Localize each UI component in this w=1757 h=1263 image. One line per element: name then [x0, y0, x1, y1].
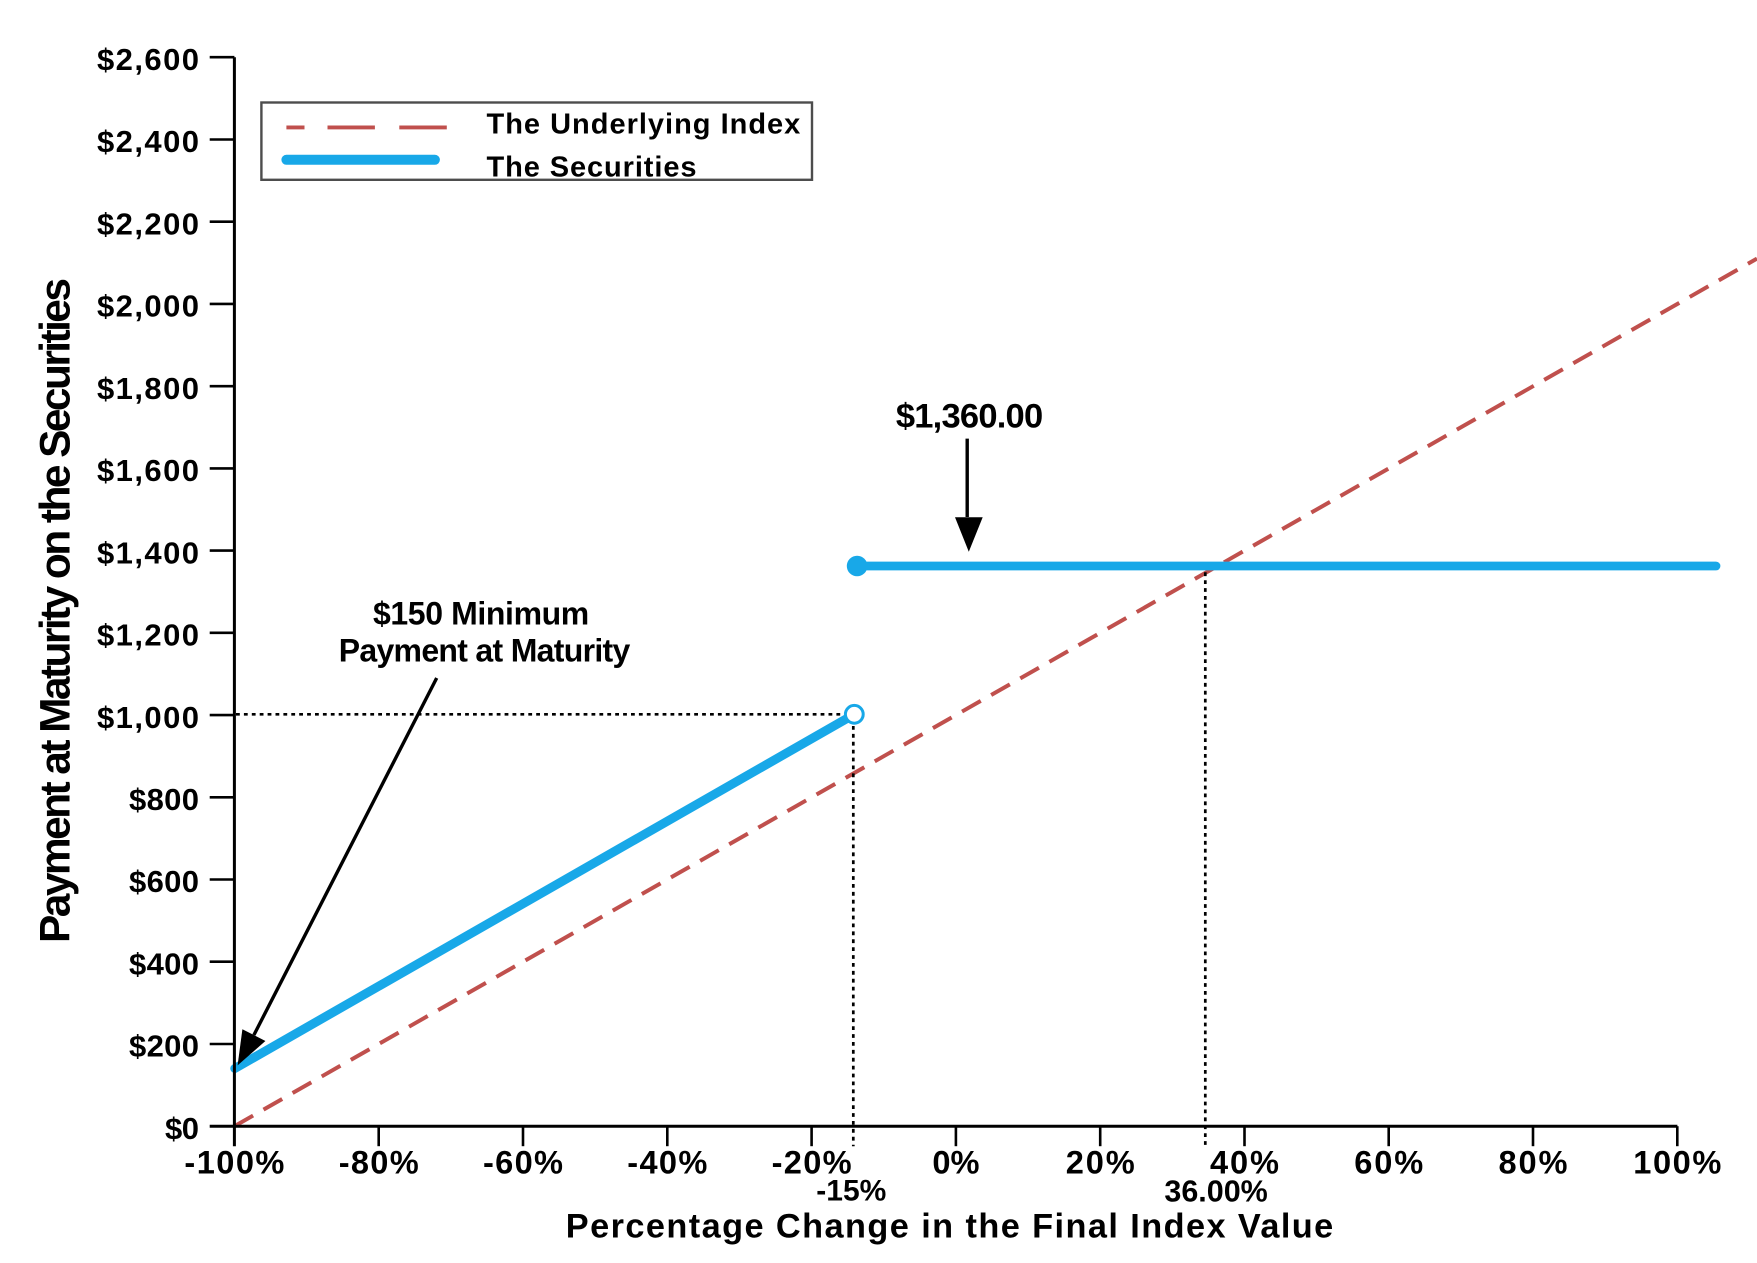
svg-text:Payment at Maturity on the Sec: Payment at Maturity on the Securities — [33, 278, 80, 943]
svg-text:The Securities: The Securities — [487, 151, 697, 183]
svg-text:$150 Minimum: $150 Minimum — [373, 596, 589, 632]
svg-text:$1,800: $1,800 — [97, 371, 199, 406]
svg-text:$1,360.00: $1,360.00 — [896, 398, 1043, 436]
svg-text:$200: $200 — [129, 1029, 199, 1064]
svg-text:80%: 80% — [1499, 1144, 1568, 1181]
svg-text:$0: $0 — [165, 1111, 199, 1146]
svg-text:$1,600: $1,600 — [97, 453, 199, 488]
svg-text:-100%: -100% — [184, 1144, 284, 1181]
svg-text:$1,200: $1,200 — [97, 618, 199, 653]
svg-text:$2,600: $2,600 — [97, 42, 199, 77]
svg-text:-20%: -20% — [772, 1144, 852, 1181]
svg-text:$2,400: $2,400 — [97, 124, 199, 159]
svg-text:$2,000: $2,000 — [97, 289, 199, 324]
svg-text:40%: 40% — [1210, 1144, 1279, 1181]
svg-text:60%: 60% — [1354, 1144, 1423, 1181]
svg-text:-40%: -40% — [627, 1144, 707, 1181]
svg-text:20%: 20% — [1066, 1144, 1135, 1181]
svg-text:Percentage Change in the Final: Percentage Change in the Final Index Val… — [566, 1208, 1334, 1246]
svg-text:$1,400: $1,400 — [97, 535, 199, 570]
svg-text:The Underlying Index: The Underlying Index — [487, 108, 801, 140]
svg-text:$1,000: $1,000 — [97, 700, 199, 735]
svg-text:0%: 0% — [932, 1144, 979, 1181]
svg-text:$400: $400 — [129, 946, 199, 981]
svg-text:-15%: -15% — [816, 1175, 886, 1208]
svg-text:$2,200: $2,200 — [97, 206, 199, 241]
svg-text:$800: $800 — [129, 782, 199, 817]
svg-text:100%: 100% — [1633, 1144, 1721, 1181]
svg-text:-60%: -60% — [483, 1144, 563, 1181]
svg-text:Payment at Maturity: Payment at Maturity — [339, 632, 631, 668]
svg-text:$600: $600 — [129, 864, 199, 899]
svg-text:-80%: -80% — [339, 1144, 419, 1181]
svg-text:36.00%: 36.00% — [1164, 1175, 1267, 1209]
